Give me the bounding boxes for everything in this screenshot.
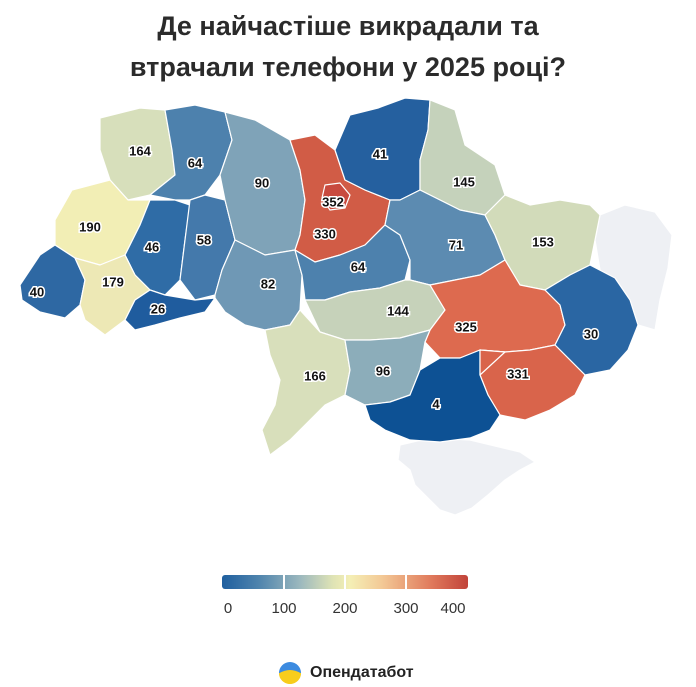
region-kherson (364, 349, 501, 443)
region-kyiv-city (321, 182, 351, 211)
label-rivne: 64 (188, 155, 203, 170)
label-poltava: 71 (449, 237, 463, 252)
title-line-2: втрачали телефони у 2025 році? (129, 52, 567, 82)
label-zakarpattia: 40 (30, 284, 44, 299)
label-donetsk: 331 (507, 366, 529, 381)
label-kyiv-city: 352 (322, 194, 344, 209)
region-chernivtsi (124, 289, 216, 331)
legend-ticks: 0 100 200 300 400 (0, 600, 696, 618)
legend-tick: 200 (332, 600, 358, 617)
legend-tick: 0 (223, 600, 233, 617)
legend-tick: 100 (271, 600, 297, 617)
label-kyiv-oblast: 330 (314, 226, 336, 241)
region-luhansk (544, 264, 639, 376)
label-ivano-frankivsk: 179 (102, 274, 124, 289)
label-khmelnytskyi: 58 (197, 232, 211, 247)
region-east-occupied (594, 204, 673, 331)
label-volyn: 164 (129, 143, 151, 158)
title-line-1: Де найчастіше викрадали та (157, 11, 539, 41)
label-luhansk: 30 (584, 326, 598, 341)
label-sumy: 145 (453, 174, 475, 189)
label-kirovohrad: 144 (387, 303, 409, 318)
label-ternopil: 46 (145, 239, 159, 254)
brand: Опендатабот (278, 660, 414, 686)
legend-separator (405, 575, 407, 589)
label-kharkiv: 153 (532, 234, 554, 249)
legend-tick: 300 (393, 600, 419, 617)
label-mykolaiv: 96 (376, 363, 390, 378)
page-title: Де найчастіше викрадали та втрачали теле… (0, 6, 696, 88)
legend-tick: 400 (440, 600, 466, 617)
label-chernivtsi: 26 (151, 301, 165, 316)
region-odesa (261, 309, 351, 456)
label-zhytomyr: 90 (255, 175, 269, 190)
legend-separator (344, 575, 346, 589)
label-odesa: 166 (304, 368, 326, 383)
label-cherkasy: 64 (351, 259, 366, 274)
label-vinnytsia: 82 (261, 276, 275, 291)
label-lviv: 190 (79, 219, 101, 234)
label-kherson: 4 (432, 396, 440, 411)
region-zaporizhzhia (479, 349, 506, 376)
legend-separator (283, 575, 285, 589)
region-crimea (397, 437, 536, 516)
label-dnipropetrovsk: 325 (455, 319, 477, 334)
label-chernihiv: 41 (373, 146, 387, 161)
opendatabot-logo-icon (279, 662, 301, 684)
brand-name: Опендатабот (310, 664, 414, 681)
color-legend (222, 575, 468, 589)
